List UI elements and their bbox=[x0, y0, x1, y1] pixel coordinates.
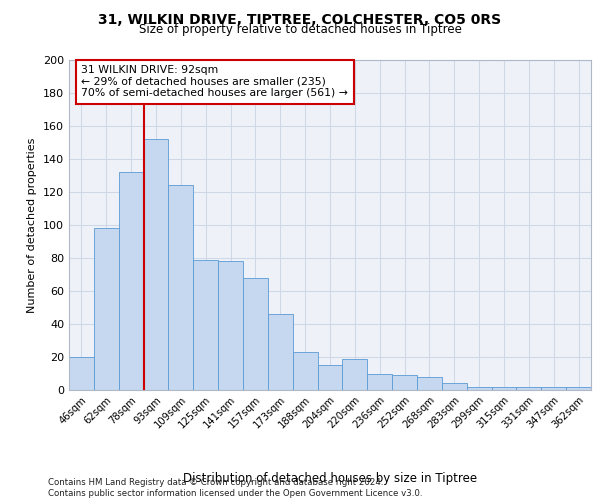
Bar bbox=[94, 228, 119, 390]
Y-axis label: Number of detached properties: Number of detached properties bbox=[28, 138, 37, 312]
Text: Contains HM Land Registry data © Crown copyright and database right 2024.
Contai: Contains HM Land Registry data © Crown c… bbox=[48, 478, 422, 498]
Text: Size of property relative to detached houses in Tiptree: Size of property relative to detached ho… bbox=[139, 22, 461, 36]
Bar bbox=[367, 374, 392, 390]
Bar bbox=[467, 386, 491, 390]
Bar bbox=[541, 386, 566, 390]
X-axis label: Distribution of detached houses by size in Tiptree: Distribution of detached houses by size … bbox=[183, 472, 477, 485]
Text: 31, WILKIN DRIVE, TIPTREE, COLCHESTER, CO5 0RS: 31, WILKIN DRIVE, TIPTREE, COLCHESTER, C… bbox=[98, 12, 502, 26]
Bar bbox=[169, 186, 193, 390]
Bar bbox=[517, 386, 541, 390]
Bar bbox=[491, 386, 517, 390]
Bar bbox=[143, 139, 169, 390]
Bar bbox=[119, 172, 143, 390]
Bar bbox=[293, 352, 317, 390]
Bar bbox=[343, 358, 367, 390]
Bar bbox=[243, 278, 268, 390]
Bar bbox=[417, 377, 442, 390]
Text: 31 WILKIN DRIVE: 92sqm
← 29% of detached houses are smaller (235)
70% of semi-de: 31 WILKIN DRIVE: 92sqm ← 29% of detached… bbox=[82, 65, 349, 98]
Bar bbox=[392, 375, 417, 390]
Bar bbox=[317, 365, 343, 390]
Bar bbox=[69, 357, 94, 390]
Bar bbox=[193, 260, 218, 390]
Bar bbox=[218, 262, 243, 390]
Bar bbox=[442, 384, 467, 390]
Bar bbox=[268, 314, 293, 390]
Bar bbox=[566, 386, 591, 390]
